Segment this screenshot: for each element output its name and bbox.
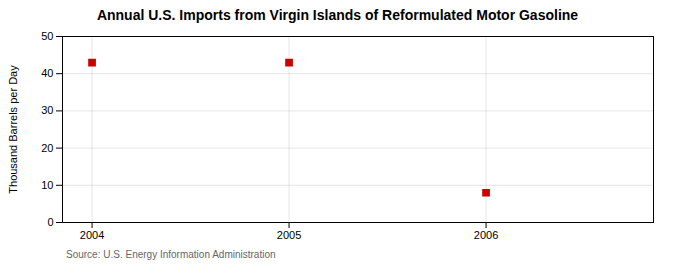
svg-text:50: 50 (41, 30, 53, 42)
svg-text:2005: 2005 (277, 229, 301, 241)
svg-text:2004: 2004 (80, 229, 104, 241)
html-text:Source: U.S. Energy Informatio: Source: U.S. Energy Information Administ… (66, 249, 276, 260)
svg-text:20: 20 (41, 142, 53, 154)
svg-text:0: 0 (47, 216, 53, 228)
svg-text:10: 10 (41, 179, 53, 191)
svg-text:40: 40 (41, 67, 53, 79)
svg-text:2006: 2006 (474, 229, 498, 241)
html-text:Annual U.S. Imports from Virgi: Annual U.S. Imports from Virgin Islands … (96, 7, 579, 23)
svg-text:30: 30 (41, 104, 53, 116)
svg-text:Thousand Barrels per Day: Thousand Barrels per Day (7, 65, 19, 194)
